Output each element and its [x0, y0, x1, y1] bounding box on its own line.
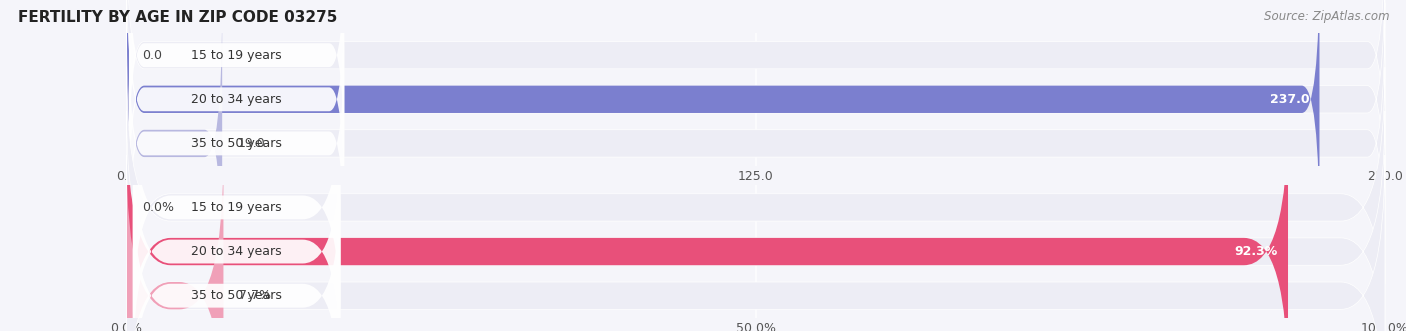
FancyBboxPatch shape: [132, 131, 340, 331]
Text: 20 to 34 years: 20 to 34 years: [191, 93, 283, 106]
Text: 15 to 19 years: 15 to 19 years: [191, 201, 283, 214]
Text: 35 to 50 years: 35 to 50 years: [191, 289, 283, 302]
FancyBboxPatch shape: [127, 0, 1385, 196]
FancyBboxPatch shape: [129, 0, 344, 176]
FancyBboxPatch shape: [127, 111, 1288, 331]
Text: Source: ZipAtlas.com: Source: ZipAtlas.com: [1264, 10, 1389, 23]
FancyBboxPatch shape: [129, 23, 344, 264]
FancyBboxPatch shape: [132, 87, 340, 328]
Text: 7.7%: 7.7%: [239, 289, 270, 302]
FancyBboxPatch shape: [127, 67, 1385, 331]
Text: FERTILITY BY AGE IN ZIP CODE 03275: FERTILITY BY AGE IN ZIP CODE 03275: [18, 10, 337, 25]
Text: 15 to 19 years: 15 to 19 years: [191, 49, 283, 62]
FancyBboxPatch shape: [129, 0, 344, 220]
FancyBboxPatch shape: [127, 0, 1319, 240]
Text: 35 to 50 years: 35 to 50 years: [191, 137, 283, 150]
FancyBboxPatch shape: [127, 0, 1385, 240]
Text: 0.0: 0.0: [142, 49, 162, 62]
Text: 0.0%: 0.0%: [142, 201, 173, 214]
FancyBboxPatch shape: [127, 3, 222, 284]
FancyBboxPatch shape: [127, 155, 224, 331]
Text: 92.3%: 92.3%: [1234, 245, 1278, 258]
FancyBboxPatch shape: [127, 111, 1385, 331]
FancyBboxPatch shape: [132, 175, 340, 331]
FancyBboxPatch shape: [127, 3, 1385, 284]
Text: 20 to 34 years: 20 to 34 years: [191, 245, 283, 258]
Text: 19.0: 19.0: [238, 137, 264, 150]
FancyBboxPatch shape: [127, 155, 1385, 331]
Text: 237.0: 237.0: [1270, 93, 1309, 106]
